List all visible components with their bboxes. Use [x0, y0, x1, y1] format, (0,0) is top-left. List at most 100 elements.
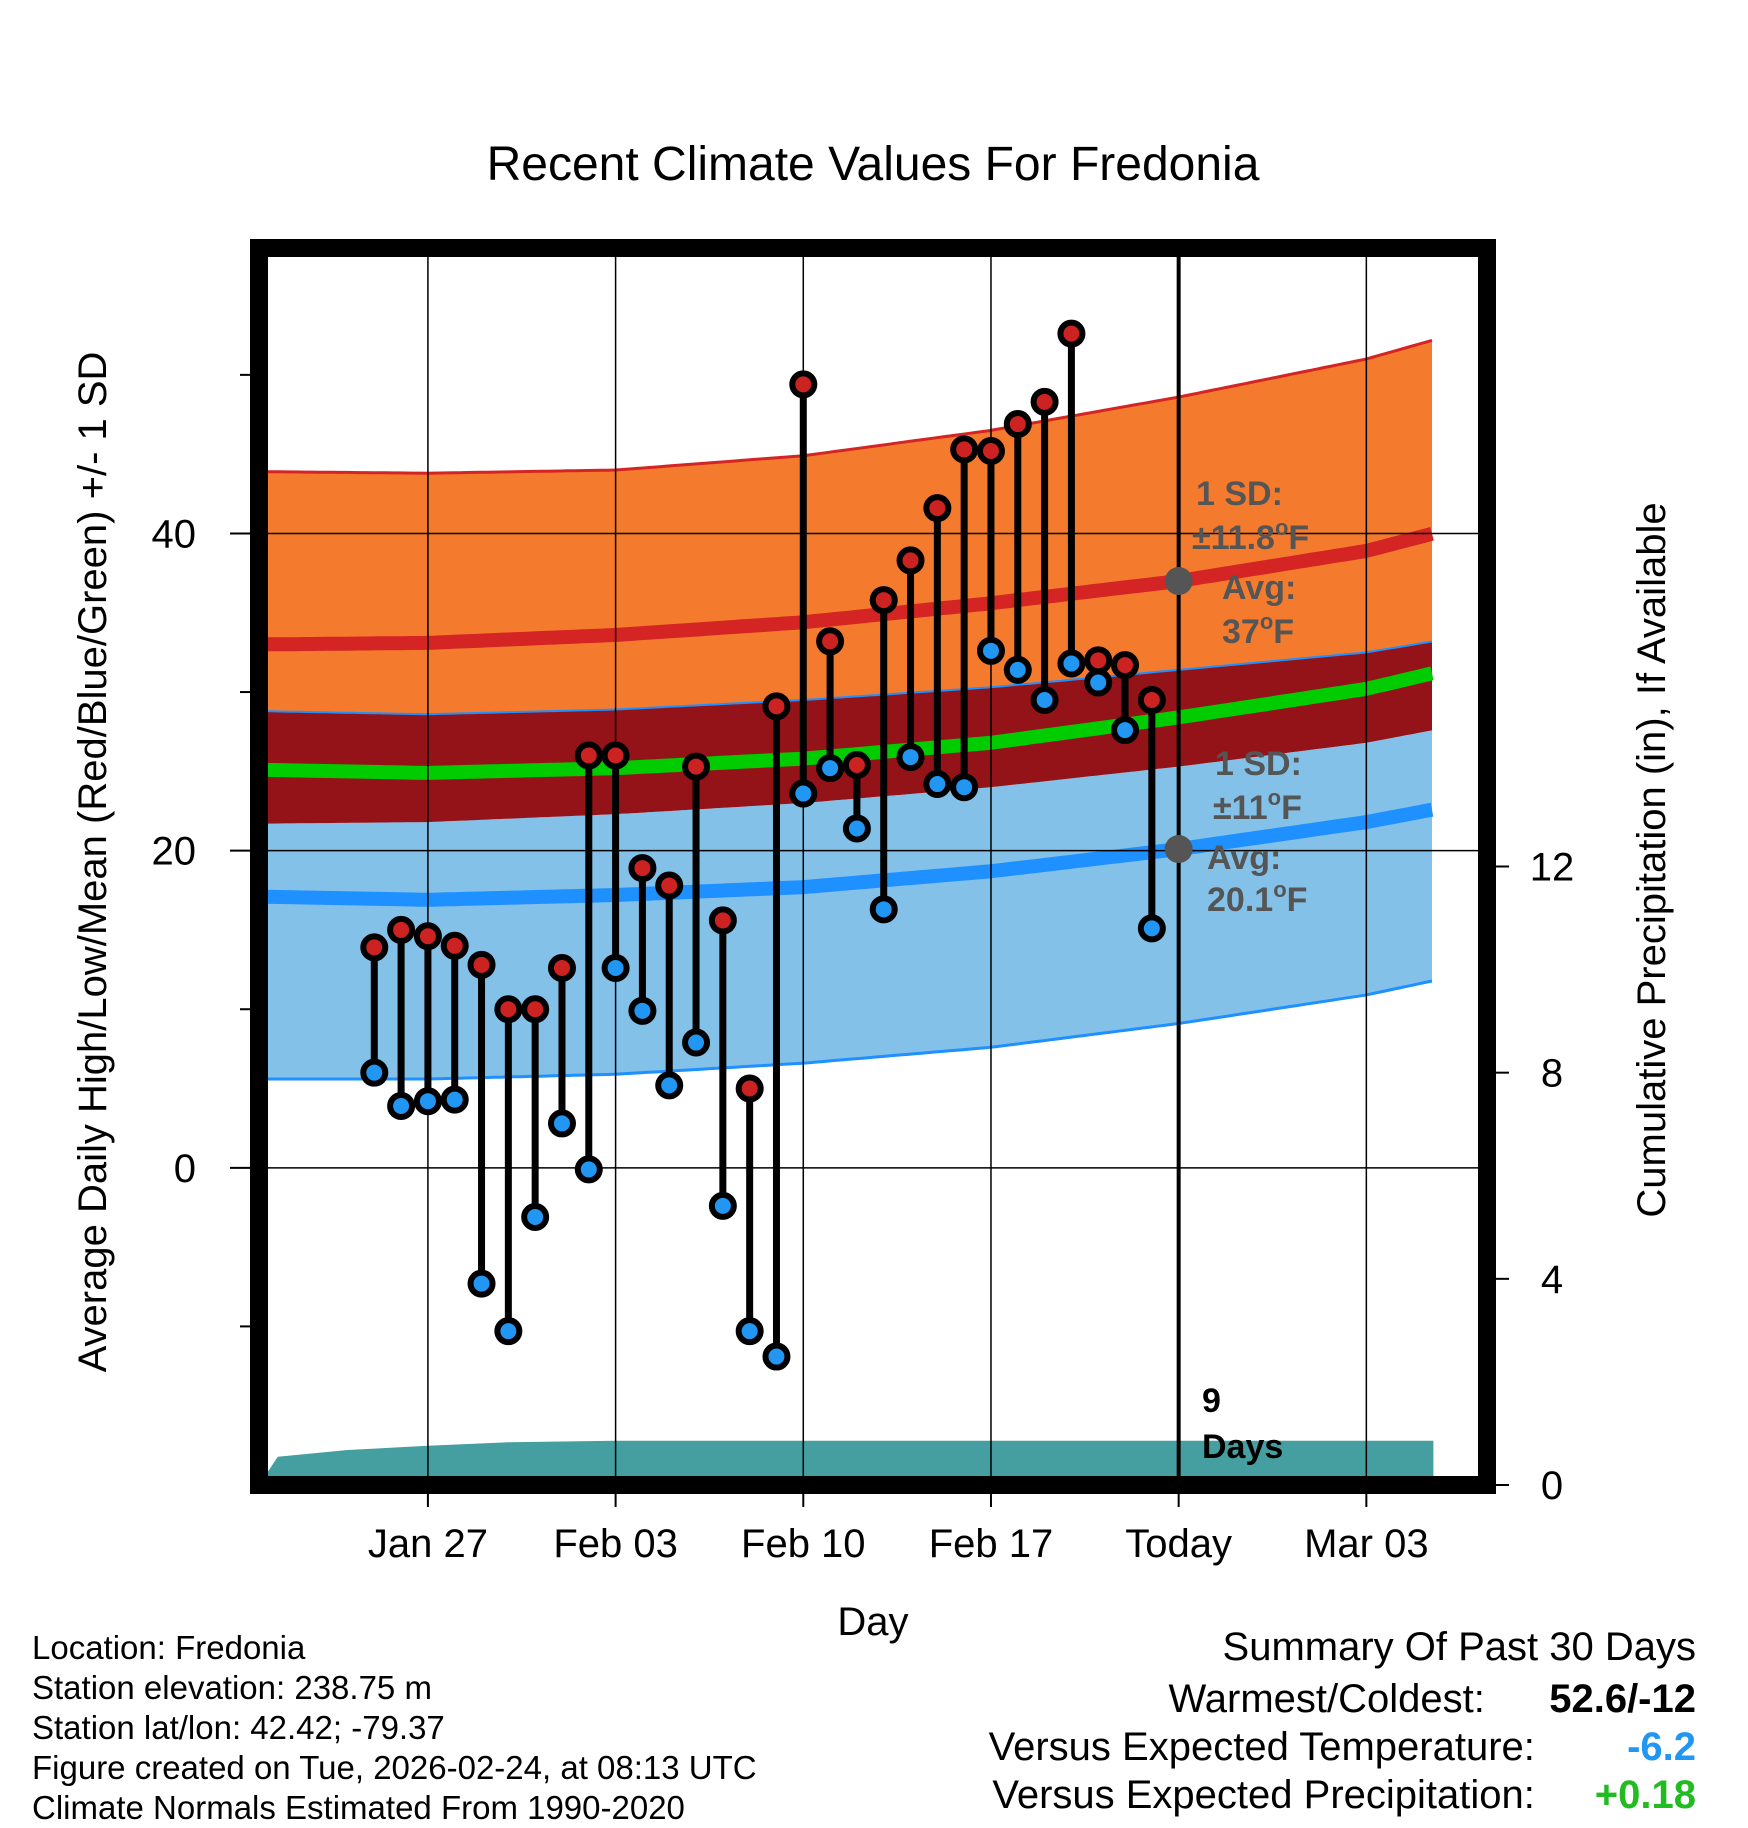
high-sd-upper-line [259, 338, 1433, 475]
high-point [521, 995, 550, 1024]
mean-avg-line [259, 666, 1434, 780]
low-point [628, 996, 657, 1025]
low-point [547, 1109, 576, 1138]
y-tick-label: 40 [152, 512, 197, 556]
summary-warmest-value: 52.6/-12 [1549, 1677, 1696, 1721]
low-point [708, 1191, 737, 1220]
high-point [467, 950, 496, 979]
low-point [655, 1071, 684, 1100]
summary-temp-value: -6.2 [1627, 1725, 1696, 1769]
high-point [413, 922, 442, 951]
low-avg-marker [1164, 835, 1193, 864]
high-point [1003, 410, 1032, 439]
y2-tick-label: 8 [1541, 1052, 1563, 1096]
high-sd-band [259, 340, 1432, 715]
low-point [1030, 685, 1059, 714]
low-point [387, 1091, 416, 1120]
high-sd-lower-line [259, 640, 1433, 716]
high-point [896, 546, 925, 575]
station-info: Location: Fredonia Station elevation: 23… [32, 1628, 757, 1828]
y2-tick-label: 4 [1541, 1258, 1563, 1302]
high-point [976, 436, 1005, 465]
low-sd-value: ±11oF [1213, 785, 1302, 827]
low-point [521, 1202, 550, 1231]
low-sd-label: 1 SD: [1215, 745, 1302, 783]
low-point [735, 1317, 764, 1346]
summary-precip-label: Versus Expected Precipitation: [992, 1773, 1535, 1817]
x-axis-label: Day [837, 1600, 908, 1644]
high-point [1030, 387, 1059, 416]
high-point [682, 752, 711, 781]
forecast-days-word: Days [1202, 1428, 1283, 1466]
x-tick-label: Feb 17 [929, 1522, 1054, 1566]
high-point [494, 995, 523, 1024]
low-point [682, 1028, 711, 1057]
low-point [467, 1269, 496, 1298]
summary-temp-label: Versus Expected Temperature: [988, 1725, 1535, 1769]
high-point [708, 906, 737, 935]
plot-inner [259, 248, 1487, 1485]
low-point [816, 754, 845, 783]
precip-area [259, 1440, 1434, 1485]
high-point [387, 915, 416, 944]
summary-title: Summary Of Past 30 Days [1222, 1625, 1696, 1669]
high-point [360, 933, 389, 962]
summary-warmest-label: Warmest/Coldest: [1168, 1677, 1485, 1721]
high-point [601, 741, 630, 770]
low-point [360, 1058, 389, 1087]
high-avg-marker [1164, 567, 1193, 596]
low-point [574, 1155, 603, 1184]
y-tick-label: 0 [174, 1147, 196, 1191]
low-point [601, 953, 630, 982]
low-avg-value: 20.1oF [1207, 877, 1307, 919]
high-point [628, 854, 657, 883]
x-tick-label: Jan 27 [368, 1522, 488, 1566]
low-point [1057, 649, 1086, 678]
high-point [1137, 685, 1166, 714]
summary-precip-row: Versus Expected Precipitation: +0.18 [989, 1771, 1696, 1819]
info-latlon: Station lat/lon: 42.42; -79.37 [32, 1709, 445, 1746]
info-normals: Climate Normals Estimated From 1990-2020 [32, 1789, 685, 1826]
high-point [655, 871, 684, 900]
y2-tick-label: 12 [1530, 846, 1575, 890]
summary-panel: Summary Of Past 30 Days Warmest/Coldest:… [989, 1623, 1696, 1819]
forecast-days-number: 9 [1202, 1382, 1221, 1420]
info-location: Location: Fredonia [32, 1629, 306, 1666]
y-axis-label: Average Daily High/Low/Mean (Red/Blue/Gr… [71, 352, 115, 1373]
info-created: Figure created on Tue, 2026-02-24, at 08… [32, 1749, 757, 1786]
low-point [842, 814, 871, 843]
high-point [1111, 651, 1140, 680]
low-point [896, 743, 925, 772]
low-point [413, 1087, 442, 1116]
low-point [1003, 655, 1032, 684]
low-point [976, 636, 1005, 665]
chart-title: Recent Climate Values For Fredonia [487, 138, 1260, 191]
high-point [816, 627, 845, 656]
low-point [494, 1317, 523, 1346]
high-sd-label: 1 SD: [1196, 475, 1283, 513]
y2-axis-label: Cumulative Precipitation (in), If Availa… [1630, 502, 1674, 1217]
low-point [950, 773, 979, 802]
y-tick-label: 20 [152, 830, 197, 874]
high-point [842, 751, 871, 780]
high-point [1057, 319, 1086, 348]
low-point [440, 1085, 469, 1114]
low-sd-band [259, 730, 1432, 1079]
low-point [1084, 668, 1113, 697]
high-avg-value: 37oF [1222, 609, 1294, 651]
high-point [1084, 646, 1113, 675]
low-point [1137, 914, 1166, 943]
high-point [762, 692, 791, 721]
x-tick-label: Feb 10 [741, 1522, 866, 1566]
x-tick-label: Feb 03 [553, 1522, 678, 1566]
low-point [789, 779, 818, 808]
high-point [869, 586, 898, 615]
plot-frame [250, 239, 1496, 1494]
high-point [547, 953, 576, 982]
summary-temp-row: Versus Expected Temperature: -6.2 [989, 1723, 1696, 1771]
high-point [440, 931, 469, 960]
summary-warmest-row: Warmest/Coldest: 52.6/-12 [989, 1675, 1697, 1723]
low-avg-label: Avg: [1207, 839, 1281, 877]
